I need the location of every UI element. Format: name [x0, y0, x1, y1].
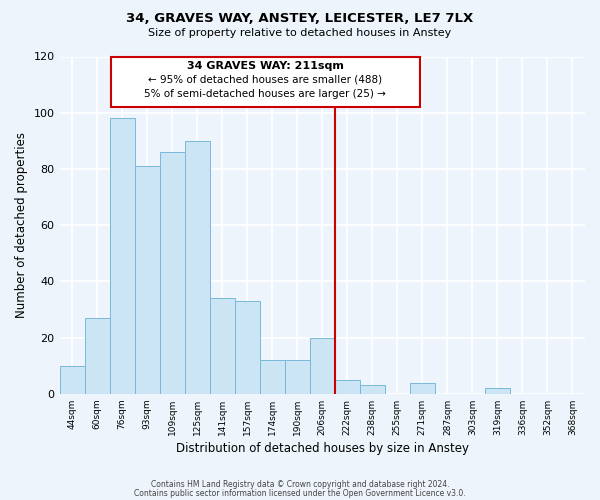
Bar: [209, 298, 235, 394]
Bar: [260, 360, 285, 394]
Bar: [285, 360, 310, 394]
Text: 34, GRAVES WAY, ANSTEY, LEICESTER, LE7 7LX: 34, GRAVES WAY, ANSTEY, LEICESTER, LE7 7…: [127, 12, 473, 26]
Bar: [410, 382, 435, 394]
Y-axis label: Number of detached properties: Number of detached properties: [15, 132, 28, 318]
Bar: [310, 338, 335, 394]
Bar: [160, 152, 185, 394]
Bar: [335, 380, 360, 394]
X-axis label: Distribution of detached houses by size in Anstey: Distribution of detached houses by size …: [176, 442, 469, 455]
Bar: [185, 141, 209, 394]
Text: Size of property relative to detached houses in Anstey: Size of property relative to detached ho…: [148, 28, 452, 38]
Bar: [360, 386, 385, 394]
Bar: [485, 388, 510, 394]
Text: Contains HM Land Registry data © Crown copyright and database right 2024.: Contains HM Land Registry data © Crown c…: [151, 480, 449, 489]
Bar: [59, 366, 85, 394]
FancyBboxPatch shape: [111, 56, 420, 107]
Bar: [85, 318, 110, 394]
Bar: [235, 301, 260, 394]
Bar: [110, 118, 134, 394]
Text: 34 GRAVES WAY: 211sqm: 34 GRAVES WAY: 211sqm: [187, 60, 344, 70]
Text: Contains public sector information licensed under the Open Government Licence v3: Contains public sector information licen…: [134, 488, 466, 498]
Text: 5% of semi-detached houses are larger (25) →: 5% of semi-detached houses are larger (2…: [145, 89, 386, 99]
Text: ← 95% of detached houses are smaller (488): ← 95% of detached houses are smaller (48…: [148, 75, 382, 85]
Bar: [134, 166, 160, 394]
